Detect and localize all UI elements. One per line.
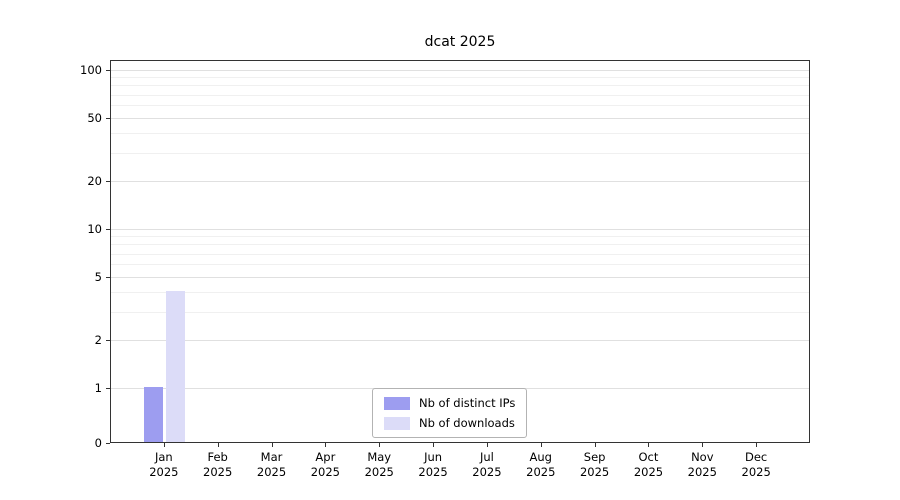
- legend-item: Nb of downloads: [384, 416, 515, 430]
- minor-gridline: [111, 94, 809, 96]
- x-tick-label: May 2025: [347, 450, 411, 480]
- x-tick-year: 2025: [149, 465, 179, 479]
- y-tick-mark: [106, 276, 110, 278]
- y-tick-label: 100: [80, 63, 102, 77]
- x-tick-month: Feb: [207, 450, 228, 464]
- x-tick-year: 2025: [687, 465, 717, 479]
- x-tick-month: Mar: [260, 450, 283, 464]
- x-tick-label: Dec 2025: [724, 450, 788, 480]
- legend-swatch: [384, 416, 410, 430]
- x-tick-month: Jun: [424, 450, 443, 464]
- legend: Nb of distinct IPs Nb of downloads: [372, 388, 528, 438]
- x-tick-mark: [271, 443, 273, 447]
- x-tick-mark: [217, 443, 219, 447]
- x-tick-month: Nov: [691, 450, 714, 464]
- minor-gridline: [111, 292, 809, 294]
- minor-gridline: [111, 236, 809, 238]
- plot-area: [110, 60, 810, 443]
- y-tick-mark: [106, 443, 110, 444]
- y-tick-label: 5: [94, 269, 102, 284]
- y-tick-mark: [106, 70, 110, 71]
- x-tick-mark: [486, 443, 488, 447]
- major-gridline: [111, 181, 809, 183]
- x-tick-mark: [540, 443, 542, 447]
- legend-label: Nb of distinct IPs: [419, 396, 516, 410]
- x-tick-month: Apr: [315, 450, 336, 464]
- x-tick-label: Jul 2025: [455, 450, 519, 480]
- x-tick-label: Feb 2025: [186, 450, 250, 480]
- y-tick-mark: [106, 388, 110, 389]
- x-tick-year: 2025: [633, 465, 664, 479]
- bar: [166, 291, 186, 442]
- y-tick-mark: [106, 340, 110, 342]
- x-tick-mark: [648, 443, 650, 447]
- minor-gridline: [111, 77, 809, 79]
- chart-title: dcat 2025: [424, 34, 496, 50]
- x-tick-label: Nov 2025: [670, 450, 734, 480]
- x-tick-label: Jan 2025: [132, 450, 196, 480]
- x-tick-label: Oct 2025: [616, 450, 680, 480]
- y-tick-label: 2: [94, 333, 102, 348]
- y-tick-label: 10: [87, 222, 102, 236]
- minor-gridline: [111, 244, 809, 246]
- legend-swatch: [384, 396, 410, 410]
- minor-gridline: [111, 312, 809, 314]
- x-tick-mark: [756, 443, 758, 447]
- legend-item: Nb of distinct IPs: [384, 396, 515, 410]
- bar: [144, 387, 164, 442]
- x-tick-label: Jun 2025: [401, 450, 465, 480]
- y-tick-mark: [106, 117, 110, 119]
- major-gridline: [111, 117, 809, 119]
- major-gridline: [111, 276, 809, 278]
- x-tick-mark: [163, 443, 165, 447]
- minor-gridline: [111, 105, 809, 107]
- x-tick-month: Jul: [479, 450, 494, 464]
- x-tick-year: 2025: [310, 465, 341, 479]
- minor-gridline: [111, 133, 809, 135]
- x-tick-year: 2025: [579, 465, 610, 479]
- x-tick-month: Jan: [154, 450, 173, 464]
- x-tick-mark: [433, 443, 435, 447]
- x-tick-label: Sep 2025: [563, 450, 627, 480]
- major-gridline: [111, 70, 809, 71]
- x-tick-month: Oct: [638, 450, 659, 464]
- x-tick-mark: [594, 443, 596, 447]
- x-tick-label: Mar 2025: [240, 450, 304, 480]
- major-gridline: [111, 229, 809, 230]
- x-tick-label: Apr 2025: [293, 450, 357, 480]
- x-tick-year: 2025: [741, 465, 771, 479]
- minor-gridline: [111, 264, 809, 266]
- x-tick-label: Aug 2025: [509, 450, 573, 480]
- y-tick-label: 0: [94, 436, 102, 450]
- x-tick-year: 2025: [472, 465, 502, 479]
- x-tick-month: Aug: [529, 450, 552, 464]
- x-tick-mark: [379, 443, 381, 447]
- x-tick-year: 2025: [418, 465, 448, 479]
- major-gridline: [111, 340, 809, 342]
- minor-gridline: [111, 253, 809, 255]
- minor-gridline: [111, 85, 809, 87]
- y-tick-label: 20: [87, 174, 102, 189]
- y-tick-label: 1: [94, 381, 102, 395]
- y-tick-label: 50: [87, 110, 102, 125]
- x-tick-month: Sep: [583, 450, 606, 464]
- x-tick-year: 2025: [364, 465, 394, 479]
- x-tick-month: May: [367, 450, 392, 464]
- x-tick-mark: [325, 443, 327, 447]
- x-tick-year: 2025: [203, 465, 233, 479]
- x-tick-month: Dec: [745, 450, 768, 464]
- minor-gridline: [111, 153, 809, 155]
- x-tick-year: 2025: [526, 465, 556, 479]
- x-tick-year: 2025: [256, 465, 287, 479]
- y-tick-mark: [106, 181, 110, 183]
- y-tick-mark: [106, 229, 110, 230]
- legend-label: Nb of downloads: [419, 416, 515, 430]
- x-tick-mark: [702, 443, 704, 447]
